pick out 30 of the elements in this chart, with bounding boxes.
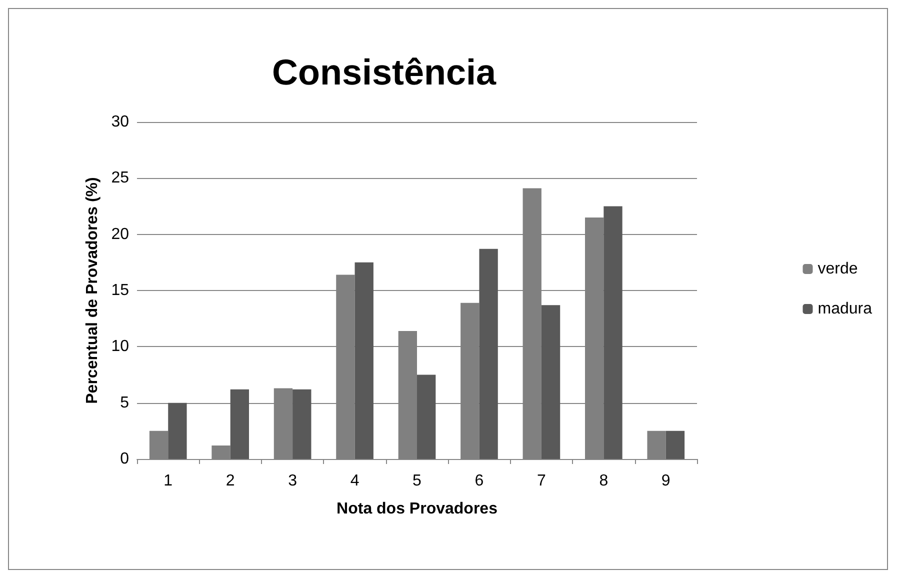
y-tick-label: 10 [111,338,130,356]
y-tick-label: 0 [120,450,130,468]
legend-label: madura [818,300,872,318]
y-tick-label: 30 [111,114,130,130]
bar [417,374,436,459]
bar [354,262,374,459]
x-tick-label: 7 [536,472,546,490]
y-axis-title: Percentual de Provadores (%) [84,177,101,404]
bar [604,206,622,459]
bar [541,305,560,459]
x-tick-label: 8 [599,472,608,490]
bar [479,248,498,459]
y-tick-label: 15 [111,282,130,299]
y-tick-label: 5 [120,394,130,412]
legend-label: verde [818,260,858,278]
x-axis-title: Nota dos Provadores [336,500,498,518]
x-tick-label: 6 [474,472,484,490]
x-tick-label: 9 [661,472,670,490]
y-tick-label: 25 [111,170,130,187]
chart-title: Consistência [272,52,498,92]
x-tick-label: 2 [226,472,235,490]
x-tick-label: 3 [288,472,298,490]
y-tick-label: 20 [111,226,130,243]
bar [230,389,249,459]
x-tick-label: 5 [412,472,422,490]
bar [666,430,685,459]
x-tick-label: 1 [164,472,173,490]
x-tick-label: 4 [350,472,360,490]
bar [292,389,312,459]
bar [168,402,187,459]
